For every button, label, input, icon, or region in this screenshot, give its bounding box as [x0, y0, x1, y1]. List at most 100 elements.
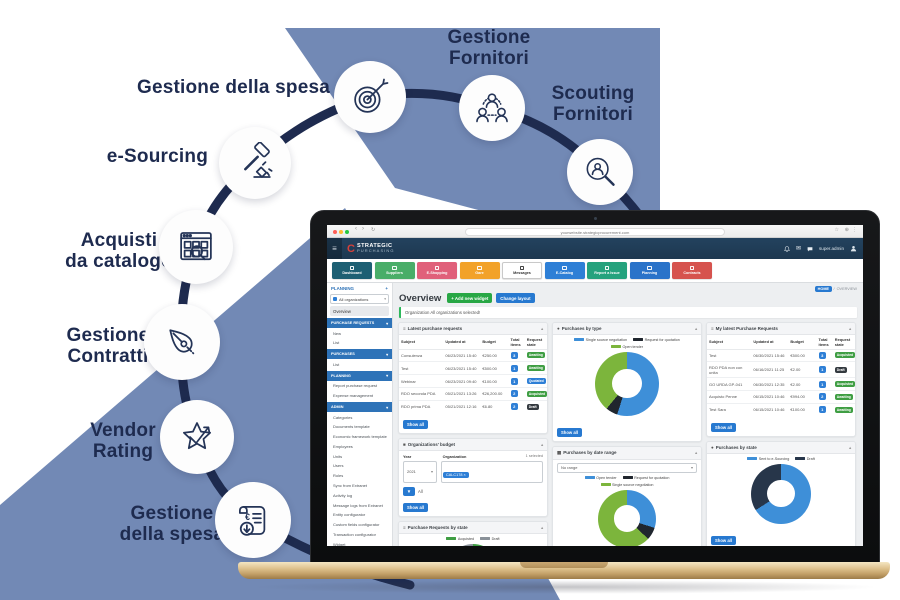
chevron-down-icon: ▾ [690, 465, 693, 471]
sidebar-item-units[interactable]: Units [333, 453, 343, 459]
sidebar-item-activity-log[interactable]: Activity log [333, 492, 353, 498]
sidebar-item-message-logs[interactable]: Message logs from Extranet [333, 502, 383, 508]
show-all-button[interactable]: Show all [711, 535, 736, 545]
sidebar-section-purchases[interactable]: PURCHASES ▾ [327, 349, 392, 360]
organization-chip[interactable]: CALC178 × [443, 471, 469, 478]
logged-user[interactable]: super.admin [818, 246, 844, 251]
forward-icon[interactable]: › [362, 226, 364, 232]
label-scouting-fornitori: Scouting Fornitori [551, 83, 635, 125]
pr-link[interactable]: RDO PDA non con unita [707, 361, 752, 378]
collapse-icon[interactable]: ▴ [849, 326, 851, 331]
close-icon[interactable]: × [463, 472, 466, 477]
pr-link[interactable]: RDO seconda PDA [399, 386, 444, 401]
items-badge: 1 [818, 380, 826, 388]
list-icon: ≡ [403, 325, 406, 331]
mail-icon[interactable]: ✉ [795, 246, 801, 252]
pr-link[interactable]: GO URDA GP-041 [707, 377, 752, 391]
sidebar-item-widget[interactable]: Widget [333, 541, 346, 546]
nav-tab-report-issue[interactable]: Report a Issue [587, 262, 627, 279]
breadcrumb-home[interactable]: HOME [815, 286, 832, 292]
browser-menu-icon[interactable]: ⋮ [852, 227, 857, 233]
pr-link[interactable]: Test Sara [707, 402, 752, 416]
refresh-icon[interactable]: ↻ [371, 227, 376, 233]
card-my-latest-purchase-requests: ≡ My latest Purchase Requests ▴ Subject … [706, 321, 856, 437]
nav-tab-contracts[interactable]: Contracts [672, 262, 712, 279]
pr-link[interactable]: Consulenza [399, 348, 444, 362]
report-issue-icon [604, 266, 610, 270]
sidebar-section-planning[interactable]: PLANNING ▾ [327, 370, 392, 381]
nav-tab-messages[interactable]: Messages [502, 262, 542, 279]
date-range-select[interactable]: No range ▾ [557, 462, 697, 473]
collapse-icon[interactable]: ▴ [695, 326, 697, 331]
nav-tab-suppliers[interactable]: Suppliers [374, 262, 415, 279]
collapse-icon[interactable]: ▴ [849, 445, 851, 450]
chevron-down-icon: ▾ [430, 469, 433, 474]
collapse-icon[interactable]: ▴ [541, 442, 543, 447]
collapse-icon[interactable]: ▴ [541, 326, 543, 331]
filter-button[interactable]: ▼ [403, 486, 415, 496]
status-badge: Awaiting [834, 393, 853, 400]
organization-select[interactable]: All organizations ▾ [330, 294, 389, 304]
bookmark-star-icon[interactable]: ☆ [834, 227, 839, 233]
sidebar-item-documents-template[interactable]: Documents template [333, 424, 370, 430]
sidebar-section-purchase-requests[interactable]: PURCHASE REQUESTS ▾ [327, 318, 392, 329]
sidebar-item-economic-framework-template[interactable]: Economic framework template [333, 434, 387, 440]
sidebar-item-purchases-list[interactable]: List [333, 361, 340, 367]
sidebar-item-categories[interactable]: Categories [333, 414, 353, 420]
user-avatar-icon[interactable] [850, 245, 857, 252]
sidebar-item-report-purchase-request[interactable]: Report purchase request [333, 383, 378, 389]
back-icon[interactable]: ‹ [355, 226, 357, 232]
nav-tab-e-catalog[interactable]: E-Catalog [544, 262, 585, 279]
sidebar-item-custom-fields-configurator[interactable]: Custom fields configurator [333, 522, 380, 528]
pr-link[interactable]: Test [707, 348, 752, 362]
webcam-dot [594, 217, 597, 220]
new-tab-icon[interactable]: ⊕ [844, 227, 849, 233]
hamburger-menu-icon[interactable]: ≡ [327, 238, 342, 259]
browser-maximize-button[interactable] [345, 229, 349, 234]
show-all-button[interactable]: Show all [403, 419, 428, 429]
status-badge: Draft [834, 366, 847, 373]
pr-link[interactable]: Acquisto Penne [707, 389, 752, 404]
sidebar-item-list[interactable]: List [333, 340, 340, 346]
collapse-icon[interactable]: ▴ [541, 525, 543, 530]
nav-tab-gare[interactable]: Gare [459, 262, 500, 279]
card-purchases-by-state: ● Purchases by state ▴ Sent to e-Sourcin… [706, 440, 856, 546]
status-badge: Awaiting [834, 406, 853, 413]
sidebar-item-sync-from-extranet[interactable]: Sync from Extranet [333, 483, 368, 489]
pr-link[interactable]: RDO prima PDA [399, 399, 444, 413]
chevron-down-icon: ▾ [386, 405, 388, 410]
table-row: Test 06/30/2021 15:46 €500.00 3 Acquiste… [707, 348, 855, 362]
star-check-icon [160, 400, 234, 474]
show-all-button[interactable]: Show all [711, 422, 736, 432]
sidebar-item-roles[interactable]: Roles [333, 473, 344, 479]
organization-field[interactable]: CALC178 × [441, 460, 543, 483]
year-select[interactable]: 2021 ▾ [403, 460, 437, 483]
add-widget-button[interactable]: + Add new widget [447, 293, 493, 304]
browser-minimize-button[interactable] [339, 229, 343, 234]
browser-close-button[interactable] [333, 229, 337, 234]
change-layout-button[interactable]: Change layout [496, 293, 535, 304]
svg-text:€: € [245, 512, 250, 522]
pr-link[interactable]: Webinar [399, 374, 444, 388]
sidebar-item-expense-management[interactable]: Expense management [333, 393, 374, 399]
show-all-button[interactable]: Show all [403, 502, 428, 512]
chat-icon[interactable] [807, 246, 813, 252]
sidebar-item-employees[interactable]: Employees [333, 443, 353, 449]
sidebar-item-overview[interactable]: Overview [330, 306, 389, 316]
notifications-bell-icon[interactable] [784, 245, 790, 252]
brand-line2: PURCHASING [356, 248, 395, 254]
sidebar-add-icon[interactable]: + [385, 286, 388, 291]
sidebar-item-transaction-configurator[interactable]: Transaction configurator [333, 531, 376, 537]
show-all-button[interactable]: Show all [557, 427, 582, 437]
nav-tab-e-shopping[interactable]: E-Shopping [417, 262, 457, 279]
sidebar-item-entity-configurator[interactable]: Entity configurator [333, 512, 366, 518]
pr-link[interactable]: Test [399, 361, 444, 375]
card-latest-purchase-requests: ≡ Latest purchase requests ▴ Subject Upd… [398, 321, 548, 434]
sidebar-item-users[interactable]: Users [333, 463, 344, 469]
address-bar[interactable]: yourwebsite.strategicprocurement.com [465, 227, 725, 236]
sidebar-section-admin[interactable]: ADMIN ▾ [327, 401, 392, 413]
collapse-icon[interactable]: ▴ [695, 451, 697, 456]
sidebar-item-new[interactable]: New [333, 330, 342, 336]
nav-tab-planning[interactable]: Planning [629, 262, 670, 279]
nav-tab-dashboard[interactable]: Dashboard [332, 262, 372, 279]
